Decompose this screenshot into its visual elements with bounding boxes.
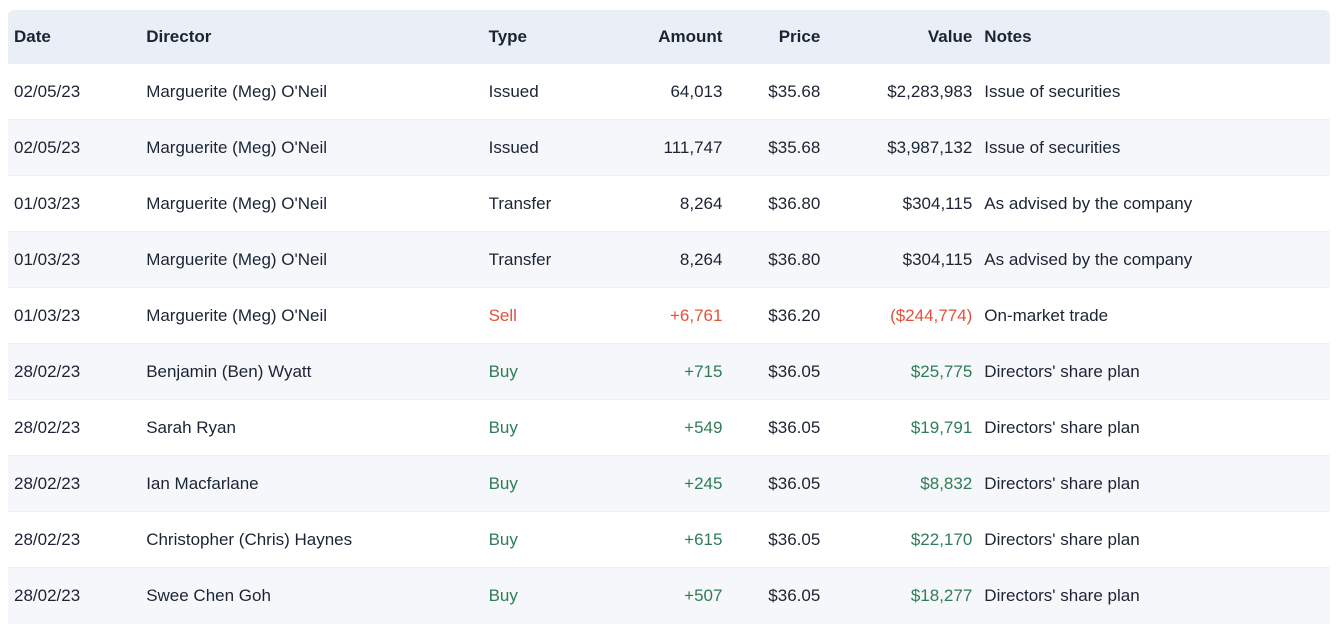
cell-value: $2,283,983 [826,64,979,120]
cell-notes: Directors' share plan [978,512,1330,568]
cell-price: $36.05 [728,400,827,456]
cell-amount: +715 [602,344,729,400]
cell-price: $36.05 [728,568,827,624]
table-header: Date Director Type Amount Price Value No… [8,10,1330,64]
cell-date: 01/03/23 [8,176,141,232]
cell-date: 28/02/23 [8,400,141,456]
cell-price: $35.68 [728,64,827,120]
cell-type: Buy [482,568,603,624]
cell-director: Marguerite (Meg) O'Neil [140,120,483,176]
cell-director: Ian Macfarlane [140,456,483,512]
cell-value: $22,170 [826,512,979,568]
cell-value: $18,277 [826,568,979,624]
column-header-director: Director [140,10,483,64]
cell-price: $36.05 [728,512,827,568]
cell-value: $25,775 [826,344,979,400]
column-header-value: Value [826,10,979,64]
cell-director: Christopher (Chris) Haynes [140,512,483,568]
cell-type: Issued [482,120,603,176]
cell-type: Buy [482,456,603,512]
cell-price: $36.20 [728,288,827,344]
column-header-price: Price [728,10,827,64]
table-row: 02/05/23 Marguerite (Meg) O'Neil Issued 64,… [8,64,1330,120]
cell-amount: 64,013 [602,64,729,120]
cell-notes: As advised by the company [978,232,1330,288]
cell-value: $3,987,132 [826,120,979,176]
table-row: 28/02/23 Swee Chen Goh Buy +507 $36.05 $18,27… [8,568,1330,624]
cell-director: Sarah Ryan [140,400,483,456]
column-header-type: Type [482,10,603,64]
cell-type: Transfer [482,232,603,288]
cell-notes: Directors' share plan [978,400,1330,456]
cell-type: Buy [482,400,603,456]
column-header-notes: Notes [978,10,1330,64]
column-header-amount: Amount [602,10,729,64]
cell-director: Marguerite (Meg) O'Neil [140,232,483,288]
cell-value: $304,115 [826,176,979,232]
table-row: 28/02/23 Christopher (Chris) Haynes Buy +61… [8,512,1330,568]
cell-type: Buy [482,512,603,568]
column-header-date: Date [8,10,141,64]
director-transactions-table-container: Date Director Type Amount Price Value No… [8,10,1330,624]
cell-notes: Directors' share plan [978,568,1330,624]
cell-notes: On-market trade [978,288,1330,344]
cell-amount: 8,264 [602,232,729,288]
cell-notes: Directors' share plan [978,344,1330,400]
cell-date: 28/02/23 [8,568,141,624]
cell-notes: As advised by the company [978,176,1330,232]
cell-price: $36.80 [728,232,827,288]
table-row: 01/03/23 Marguerite (Meg) O'Neil Transfer 8… [8,232,1330,288]
cell-price: $36.05 [728,456,827,512]
cell-director: Marguerite (Meg) O'Neil [140,176,483,232]
table-row: 28/02/23 Ian Macfarlane Buy +245 $36.05 $8,83… [8,456,1330,512]
cell-date: 28/02/23 [8,456,141,512]
cell-notes: Directors' share plan [978,456,1330,512]
cell-director: Marguerite (Meg) O'Neil [140,288,483,344]
cell-type: Issued [482,64,603,120]
cell-director: Benjamin (Ben) Wyatt [140,344,483,400]
table-row: 28/02/23 Benjamin (Ben) Wyatt Buy +715 $36.0… [8,344,1330,400]
cell-price: $36.05 [728,344,827,400]
cell-amount: 111,747 [602,120,729,176]
header-row: Date Director Type Amount Price Value No… [8,10,1330,64]
cell-date: 01/03/23 [8,232,141,288]
table-body: 02/05/23 Marguerite (Meg) O'Neil Issued 64,… [8,64,1330,624]
cell-date: 01/03/23 [8,288,141,344]
cell-amount: +507 [602,568,729,624]
cell-price: $36.80 [728,176,827,232]
cell-date: 28/02/23 [8,512,141,568]
cell-value: $304,115 [826,232,979,288]
cell-amount: 8,264 [602,176,729,232]
director-transactions-table: Date Director Type Amount Price Value No… [8,10,1330,624]
cell-type: Sell [482,288,603,344]
table-row: 02/05/23 Marguerite (Meg) O'Neil Issued 111… [8,120,1330,176]
cell-notes: Issue of securities [978,120,1330,176]
table-row: 01/03/23 Marguerite (Meg) O'Neil Sell +6,76… [8,288,1330,344]
table-row: 01/03/23 Marguerite (Meg) O'Neil Transfer 8… [8,176,1330,232]
cell-amount: +245 [602,456,729,512]
cell-type: Transfer [482,176,603,232]
cell-amount: +6,761 [602,288,729,344]
cell-director: Marguerite (Meg) O'Neil [140,64,483,120]
cell-price: $35.68 [728,120,827,176]
cell-notes: Issue of securities [978,64,1330,120]
cell-value: ($244,774) [826,288,979,344]
cell-amount: +615 [602,512,729,568]
table-row: 28/02/23 Sarah Ryan Buy +549 $36.05 $19,791 Di… [8,400,1330,456]
cell-date: 28/02/23 [8,344,141,400]
cell-value: $19,791 [826,400,979,456]
cell-amount: +549 [602,400,729,456]
cell-type: Buy [482,344,603,400]
cell-date: 02/05/23 [8,64,141,120]
cell-director: Swee Chen Goh [140,568,483,624]
cell-date: 02/05/23 [8,120,141,176]
cell-value: $8,832 [826,456,979,512]
